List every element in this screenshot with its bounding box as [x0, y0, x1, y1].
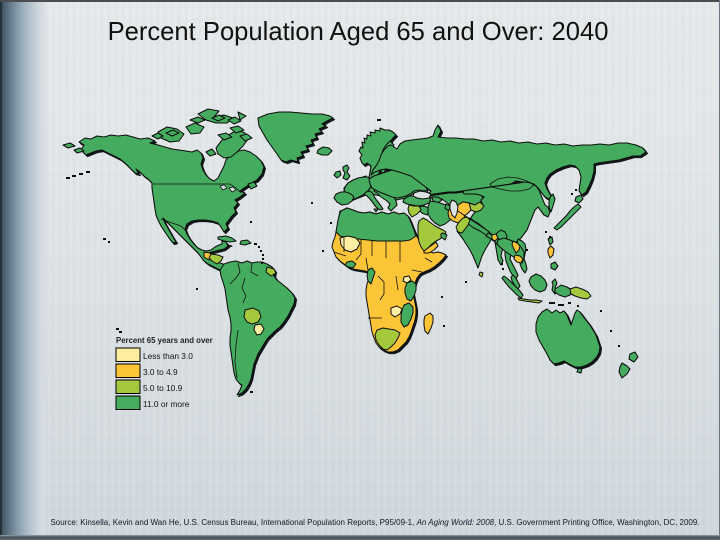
svg-text:5.0 to 10.9: 5.0 to 10.9: [143, 383, 183, 393]
svg-text:11.0 or more: 11.0 or more: [143, 399, 190, 409]
svg-text:Less than 3.0: Less than 3.0: [143, 351, 193, 361]
svg-text:Percent 65 years and over: Percent 65 years and over: [116, 336, 213, 345]
svg-text:3.0 to 4.9: 3.0 to 4.9: [143, 367, 178, 377]
